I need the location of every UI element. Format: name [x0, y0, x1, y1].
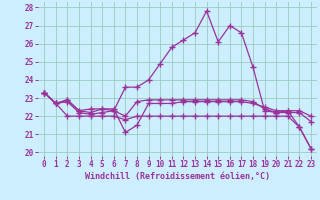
X-axis label: Windchill (Refroidissement éolien,°C): Windchill (Refroidissement éolien,°C): [85, 172, 270, 181]
